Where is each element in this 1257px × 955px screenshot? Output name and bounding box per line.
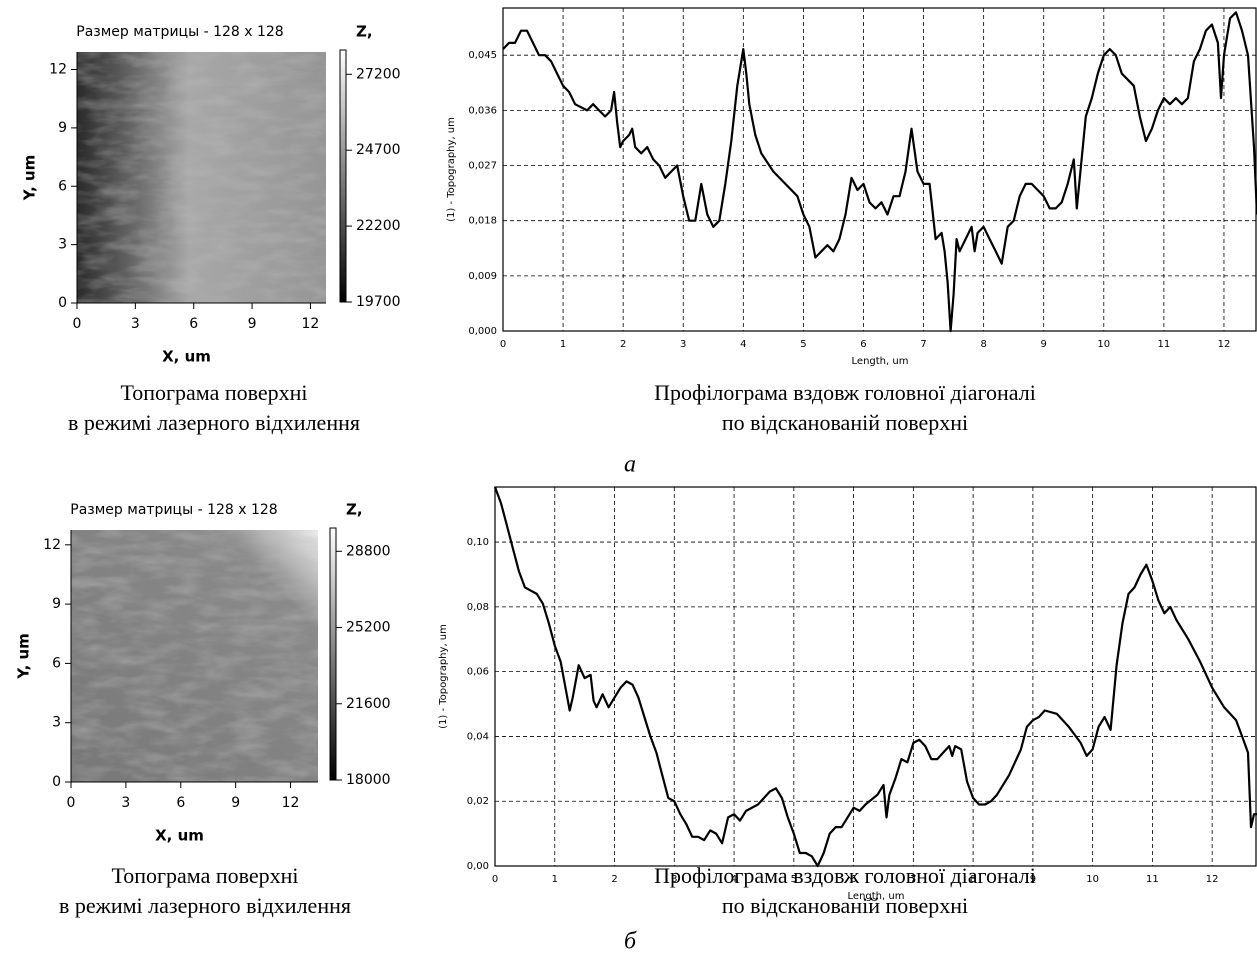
- x-axis-label: Length, um: [848, 891, 905, 902]
- x-tick-label: 12: [1206, 874, 1219, 885]
- x-tick-label: 6: [176, 795, 185, 811]
- x-tick-label: 1: [560, 339, 566, 350]
- y-axis-label: Y, um: [21, 155, 39, 202]
- panel-label: б: [624, 929, 637, 955]
- colorbar-label: Z,: [356, 23, 373, 41]
- x-tick-label: 9: [248, 316, 257, 332]
- x-axis-label: X, um: [155, 827, 204, 845]
- x-tick-label: 4: [731, 874, 737, 885]
- x-tick-label: 11: [1158, 339, 1171, 350]
- x-tick-label: 6: [860, 339, 866, 350]
- x-axis-label: Length, um: [852, 356, 909, 367]
- caption: по відсканованій поверхні: [722, 410, 968, 435]
- x-tick-label: 9: [231, 795, 240, 811]
- y-tick-label: 0,06: [467, 667, 489, 678]
- x-tick-label: 1: [552, 874, 558, 885]
- x-tick-label: 11: [1146, 874, 1159, 885]
- colorbar-tick-label: 18000: [346, 772, 391, 788]
- plot-frame: [494, 486, 1257, 867]
- profile-line: [493, 486, 1257, 868]
- y-tick-label: 0,009: [468, 271, 497, 282]
- caption: Профілограма вздовж головної діагоналі: [654, 863, 1036, 888]
- y-tick-label: 3: [52, 715, 61, 731]
- y-tick-label: 0,08: [467, 602, 489, 613]
- y-axis-label: Y, um: [15, 633, 33, 680]
- y-axis-label: (1) - Topography, um: [438, 624, 449, 729]
- x-tick-label: 6: [850, 874, 856, 885]
- y-axis-label: (1) - Topography, um: [446, 117, 457, 222]
- x-tick-label: 12: [282, 795, 300, 811]
- y-tick-label: 0,018: [468, 216, 497, 227]
- colorbar-tick-label: 19700: [356, 294, 401, 310]
- y-tick-label: 0,00: [467, 861, 489, 872]
- x-tick-label: 4: [740, 339, 746, 350]
- x-tick-label: 9: [1030, 874, 1036, 885]
- colorbar-tick-label: 28800: [346, 543, 391, 559]
- x-tick-label: 7: [910, 874, 916, 885]
- x-tick-label: 12: [302, 316, 320, 332]
- colorbar-tick-label: 24700: [356, 142, 401, 158]
- y-tick-label: 6: [58, 178, 67, 194]
- caption: Топограма поверхні: [120, 380, 307, 405]
- y-tick-label: 12: [43, 537, 61, 553]
- heatmap-texture: [77, 52, 326, 303]
- panel-label: а: [624, 452, 636, 478]
- y-tick-label: 9: [58, 120, 67, 136]
- caption: в режимі лазерного відхилення: [68, 410, 360, 435]
- x-tick-label: 8: [970, 874, 976, 885]
- y-tick-label: 0,027: [468, 161, 497, 172]
- colorbar-tick-label: 27200: [356, 66, 401, 82]
- caption: Топограма поверхні: [111, 863, 298, 888]
- caption: по відсканованій поверхні: [722, 893, 968, 918]
- y-tick-label: 0,02: [467, 796, 489, 807]
- y-tick-label: 3: [58, 237, 67, 253]
- colorbar-tick-label: 25200: [346, 620, 391, 636]
- x-tick-label: 5: [800, 339, 806, 350]
- y-tick-label: 9: [52, 596, 61, 612]
- y-tick-label: 0,04: [467, 731, 489, 742]
- y-tick-label: 0,10: [467, 537, 489, 548]
- caption: Профілограма вздовж головної діагоналі: [654, 380, 1036, 405]
- y-tick-label: 0,036: [468, 105, 497, 116]
- colorbar: [329, 527, 337, 781]
- y-tick-label: 0: [58, 295, 67, 311]
- y-tick-label: 6: [52, 655, 61, 671]
- colorbar-label: Z,: [346, 501, 363, 519]
- x-tick-label: 3: [671, 874, 677, 885]
- colorbar: [339, 49, 347, 303]
- x-tick-label: 2: [620, 339, 626, 350]
- x-tick-label: 0: [500, 339, 506, 350]
- heatmap-title: Размер матрицы - 128 x 128: [76, 24, 283, 40]
- x-tick-label: 8: [980, 339, 986, 350]
- x-tick-label: 0: [73, 316, 82, 332]
- colorbar-tick-label: 22200: [356, 218, 401, 234]
- x-tick-label: 7: [920, 339, 926, 350]
- x-tick-label: 3: [121, 795, 130, 811]
- y-tick-label: 0,045: [468, 50, 497, 61]
- plot-frame: [502, 7, 1257, 332]
- x-tick-label: 5: [791, 874, 797, 885]
- profile-line: [502, 11, 1257, 333]
- x-tick-label: 0: [67, 795, 76, 811]
- x-tick-label: 6: [189, 316, 198, 332]
- x-tick-label: 12: [1218, 339, 1231, 350]
- x-tick-label: 3: [131, 316, 140, 332]
- x-tick-label: 3: [680, 339, 686, 350]
- x-axis-label: X, um: [162, 348, 211, 366]
- heatmap-title: Размер матрицы - 128 x 128: [70, 502, 277, 518]
- x-tick-label: 2: [611, 874, 617, 885]
- x-tick-label: 9: [1041, 339, 1047, 350]
- caption: в режимі лазерного відхилення: [59, 893, 351, 918]
- y-tick-label: 0: [52, 774, 61, 790]
- y-tick-label: 0,000: [468, 326, 497, 337]
- y-tick-label: 12: [49, 62, 67, 78]
- heatmap-texture: [71, 530, 318, 782]
- x-tick-label: 10: [1086, 874, 1099, 885]
- colorbar-tick-label: 21600: [346, 696, 391, 712]
- x-tick-label: 0: [492, 874, 498, 885]
- x-tick-label: 10: [1097, 339, 1110, 350]
